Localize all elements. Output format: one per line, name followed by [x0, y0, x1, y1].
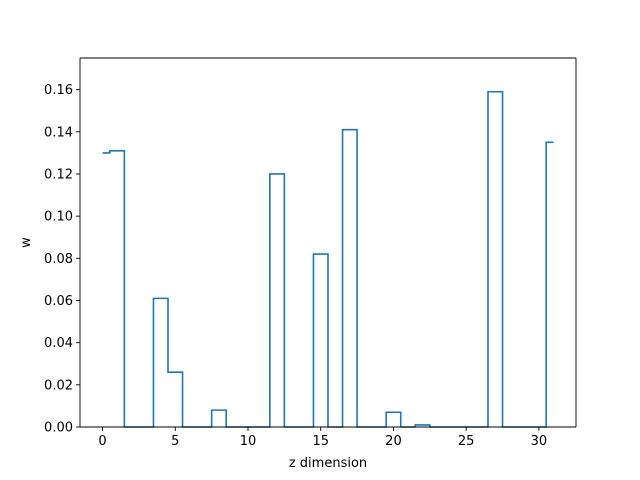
x-tick-label: 5	[171, 434, 179, 449]
x-axis-ticks: 0 5 10 15 20 25 30	[98, 427, 547, 449]
y-tick-label: 0.00	[44, 421, 73, 436]
y-tick-label: 0.16	[44, 83, 73, 98]
y-tick-label: 0.10	[44, 210, 73, 225]
y-tick-label: 0.08	[44, 252, 73, 267]
y-axis-ticks: 0.00 0.02 0.04 0.06 0.08 0.10 0.12 0.14 0.16	[44, 83, 80, 436]
plot-frame	[79, 57, 577, 428]
x-tick-label: 25	[458, 434, 475, 449]
x-tick-label: 20	[385, 434, 402, 449]
y-tick-label: 0.12	[44, 167, 73, 182]
x-tick-label: 15	[312, 434, 329, 449]
y-tick-label: 0.02	[44, 378, 73, 393]
x-tick-label: 10	[240, 434, 257, 449]
x-axis-label: z dimension	[289, 456, 367, 471]
y-tick-label: 0.14	[44, 125, 73, 140]
x-tick-label: 30	[531, 434, 548, 449]
y-tick-label: 0.06	[44, 294, 73, 309]
y-axis-label: w	[19, 237, 34, 248]
x-tick-label: 0	[98, 434, 106, 449]
y-tick-label: 0.04	[44, 336, 73, 351]
